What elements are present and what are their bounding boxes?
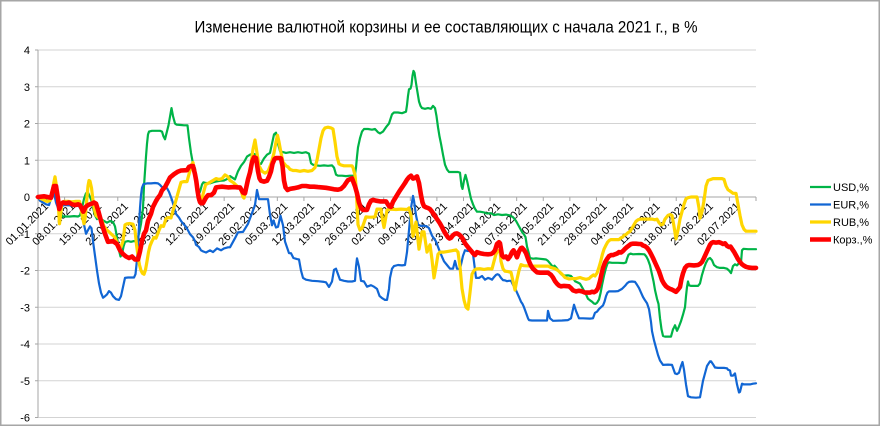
svg-text:USD,%: USD,% bbox=[833, 182, 869, 194]
svg-text:EUR,%: EUR,% bbox=[833, 200, 869, 212]
svg-text:4: 4 bbox=[24, 45, 30, 57]
svg-text:-5: -5 bbox=[20, 376, 30, 388]
svg-text:-1: -1 bbox=[20, 229, 30, 241]
svg-text:3: 3 bbox=[24, 82, 30, 94]
svg-text:Корз.,%: Корз.,% bbox=[833, 235, 873, 247]
svg-text:Изменение валютной корзины: Изменение валютной корзины и ее составля… bbox=[195, 18, 698, 37]
svg-text:1: 1 bbox=[24, 155, 30, 167]
svg-text:0: 0 bbox=[24, 192, 30, 204]
svg-text:2: 2 bbox=[24, 119, 30, 131]
svg-text:-6: -6 bbox=[20, 413, 30, 425]
svg-text:-3: -3 bbox=[20, 302, 30, 314]
svg-text:-2: -2 bbox=[20, 266, 30, 278]
svg-text:RUB,%: RUB,% bbox=[833, 217, 869, 229]
svg-text:-4: -4 bbox=[20, 339, 30, 351]
